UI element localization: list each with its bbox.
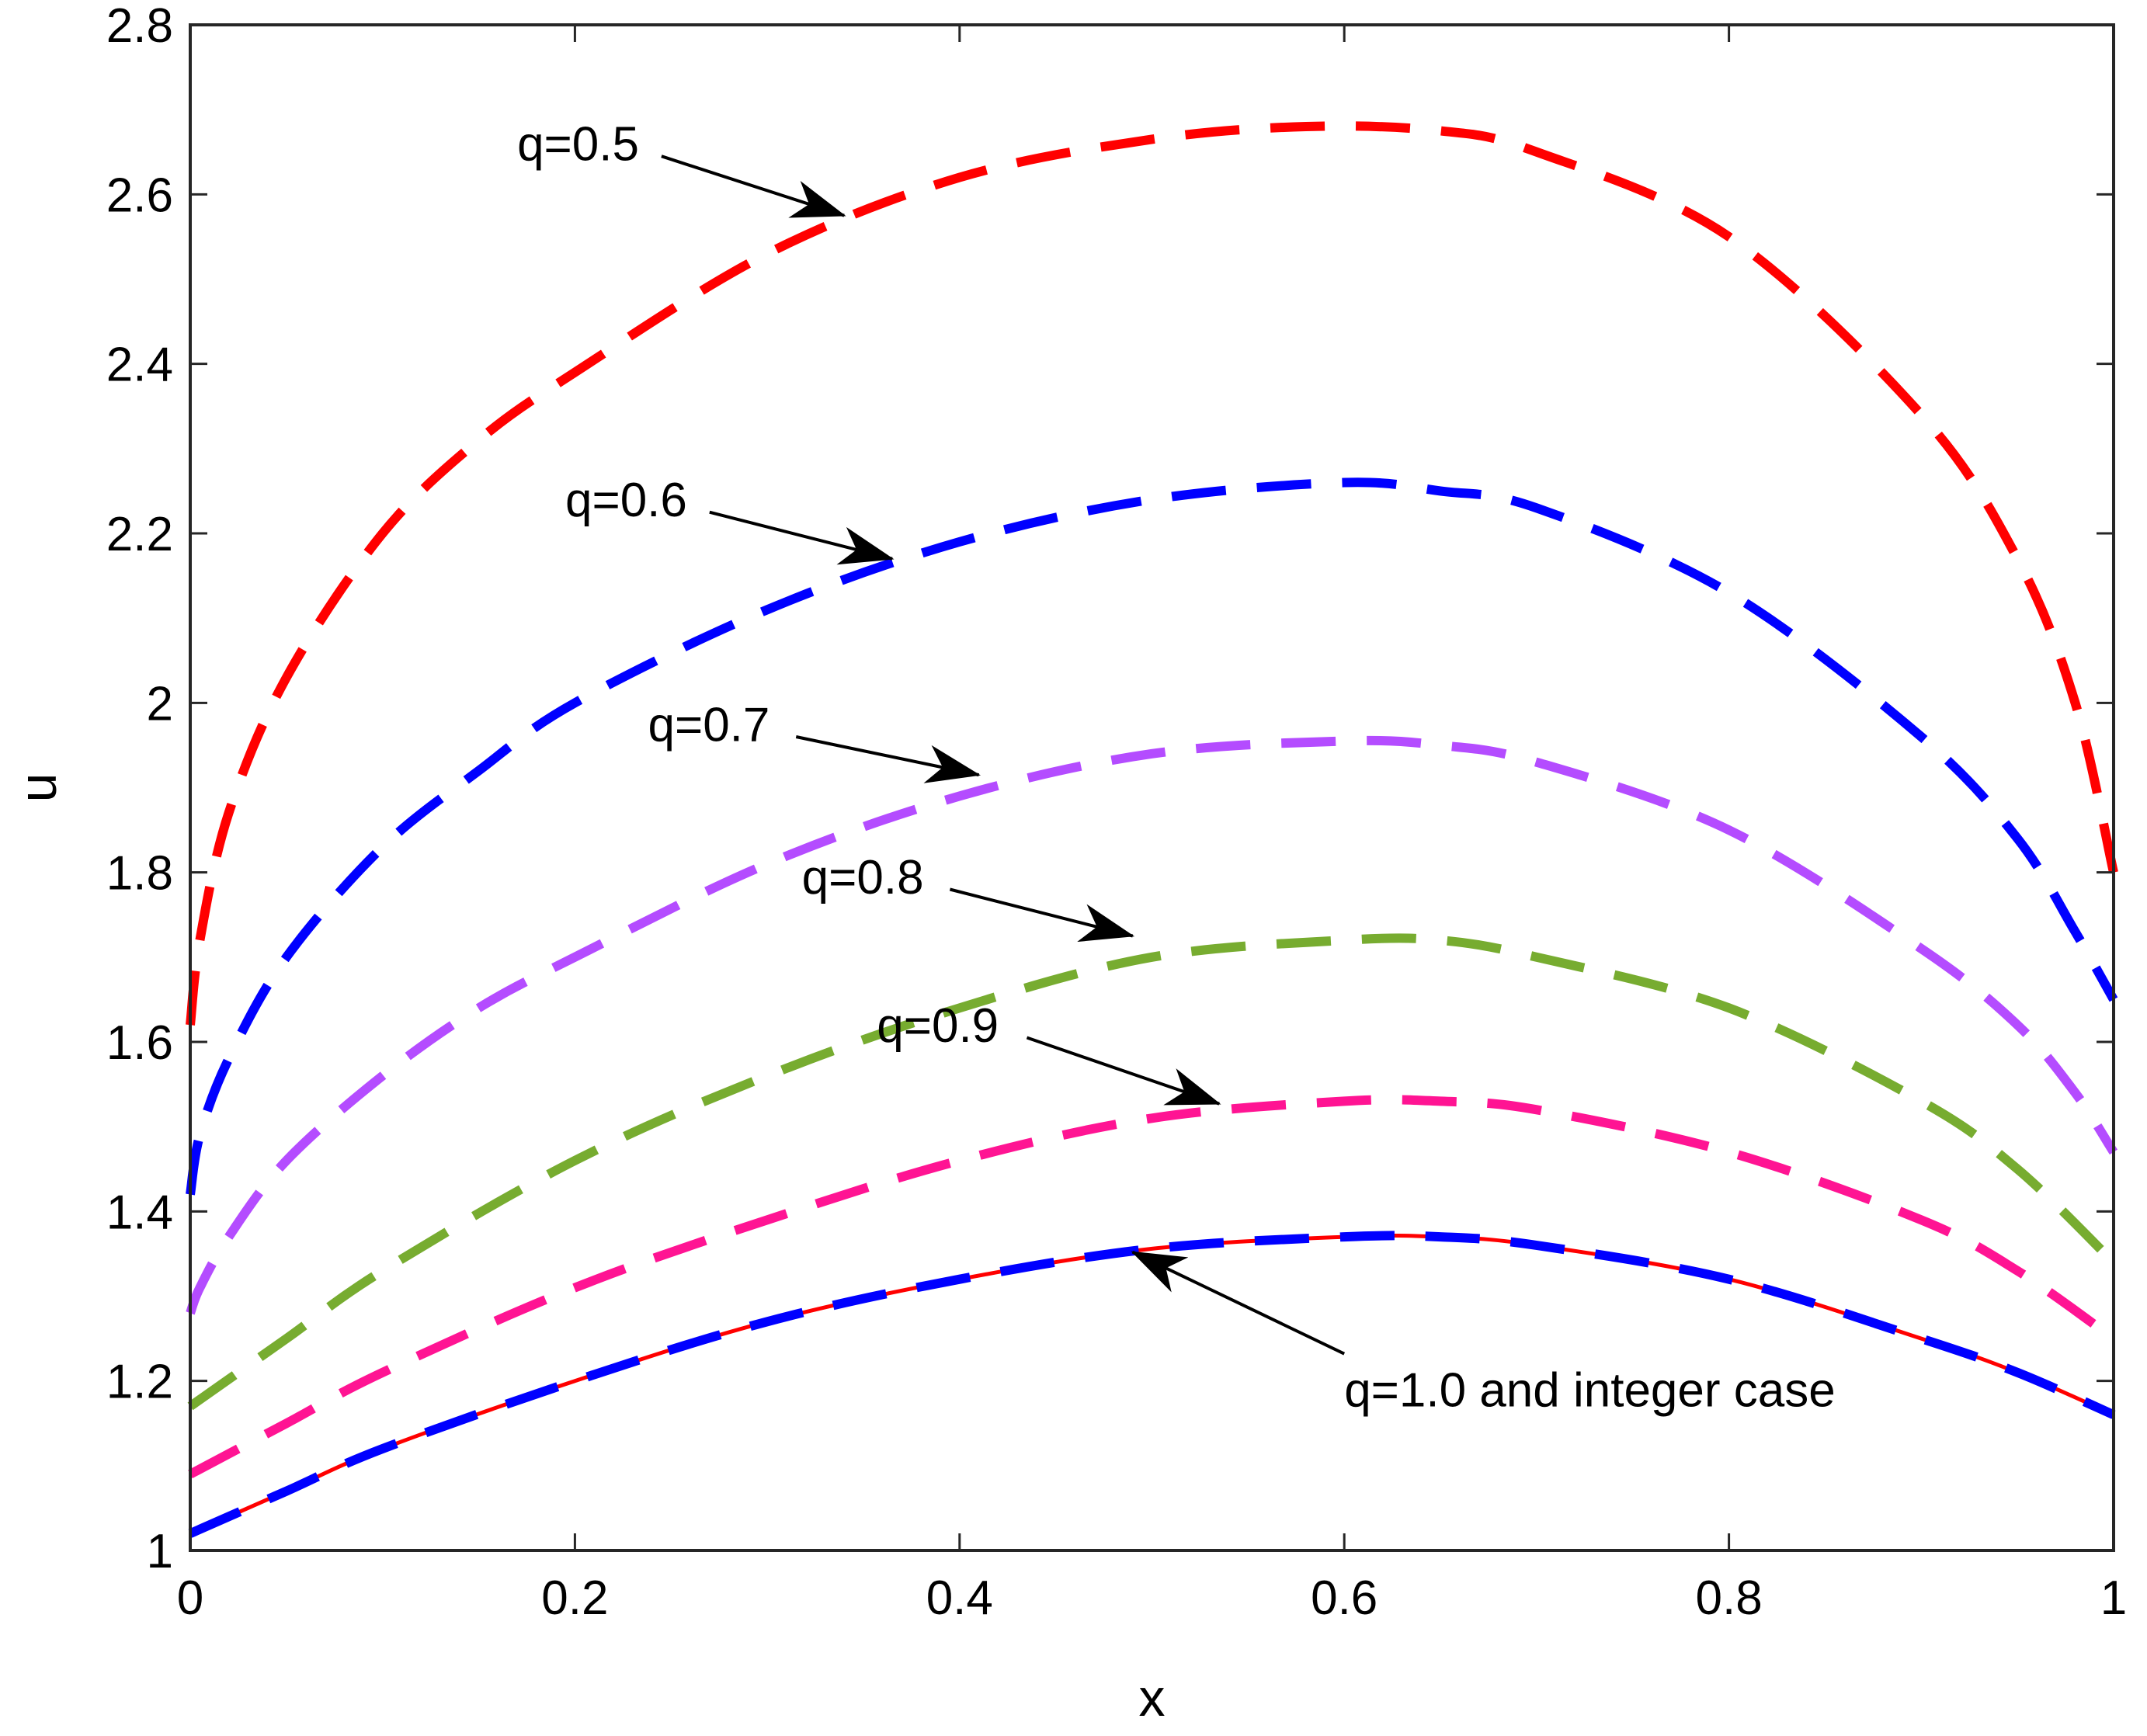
y-tick-label: 1.4 [106,1186,173,1239]
y-tick-label: 2.4 [106,339,173,392]
series-line-0 [186,121,2118,1026]
x-tick-label: 0.6 [1311,1571,1377,1625]
annotation-label-0: q=0.5 [517,118,639,172]
annotation-label-1: q=0.6 [565,474,687,527]
annotation-label-4: q=0.9 [877,999,999,1053]
y-tick-label: 1.2 [106,1356,173,1409]
series-line-4 [188,1095,2117,1479]
annotation-arrow-0 [661,155,846,218]
y-tick-label: 2.2 [106,508,173,561]
annotation-arrow-4 [1026,1036,1221,1106]
annotation-label-2: q=0.7 [648,698,770,752]
annotation-arrow-2 [795,735,981,783]
annotation-arrow-5 [1131,1250,1346,1356]
series-layer [186,121,2118,1538]
y-tick-label: 2.8 [106,0,173,53]
x-tick-label: 0.2 [541,1571,608,1625]
y-tick-label: 1.6 [106,1016,173,1070]
annotation-arrow-1 [709,510,895,565]
y-tick-label: 1 [147,1525,173,1578]
annotation-arrow-3 [949,887,1135,943]
annotation-label-5: q=1.0 and integer case [1344,1363,1836,1417]
series-line-3 [187,933,2117,1411]
annotation-label-3: q=0.8 [802,851,924,904]
x-tick-label: 1 [2100,1571,2127,1625]
series-line-1 [186,477,2118,1196]
plot-frame [189,23,2115,1552]
x-tick-label: 0.4 [926,1571,993,1625]
annotation-layer: q=0.5 q=0.6 q=0.7 q=0.8 q=0.9 q=1.0 and integ… [517,118,1836,1418]
series-line-6 [188,1231,2116,1538]
y-tick-label: 2 [147,677,173,731]
x-tick-label: 0 [177,1571,203,1625]
y-axis-label: u [9,773,68,803]
y-tick-label: 1.8 [106,847,173,901]
y-tick-label: 2.6 [106,168,173,222]
ticks-layer: 0 0.2 0.4 0.6 0.8 1 1 1.2 1.4 1.6 1.8 2 2.2 2.4 2.6 2.8 [106,0,2127,1625]
x-tick-label: 0.8 [1695,1571,1762,1625]
x-axis-label: x [1139,1668,1166,1727]
series-line-2 [186,735,2118,1315]
